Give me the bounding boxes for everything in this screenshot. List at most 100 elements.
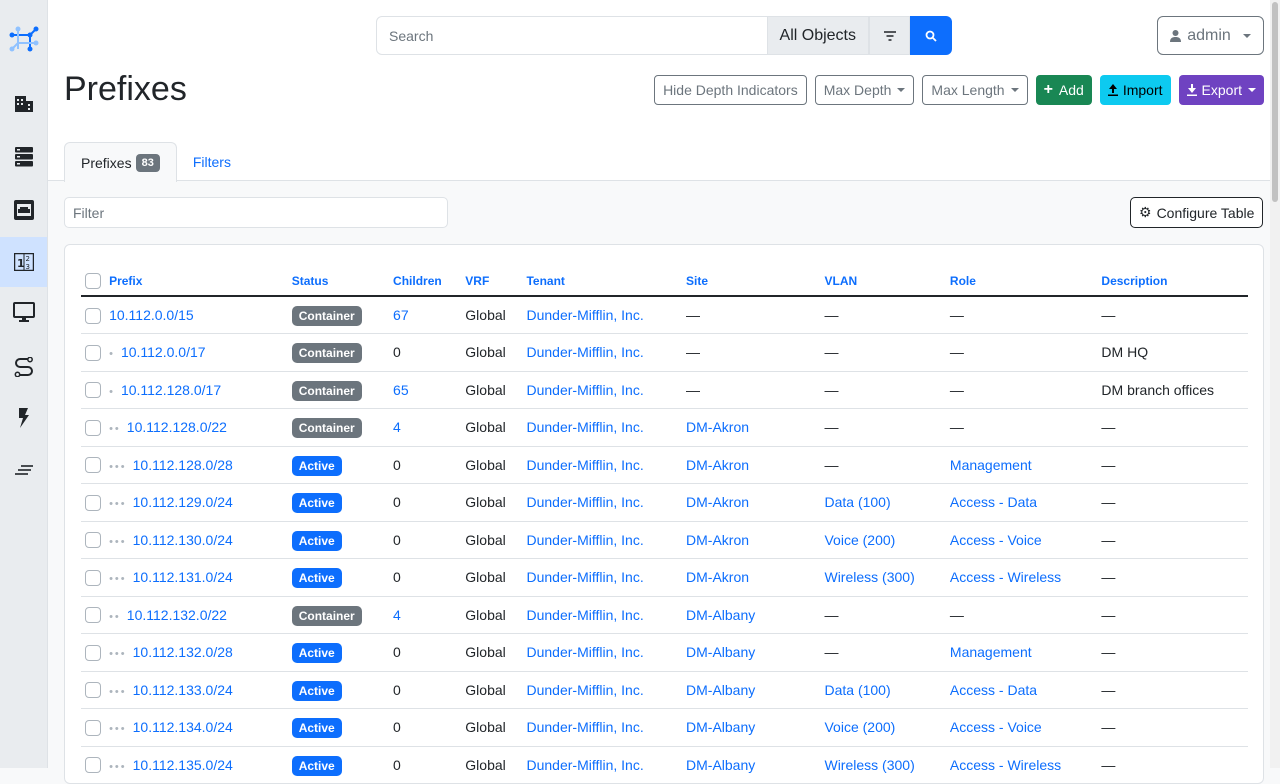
column-header-tenant[interactable]: Tenant bbox=[522, 267, 683, 297]
row-checkbox[interactable] bbox=[85, 757, 101, 774]
power-icon[interactable] bbox=[0, 393, 47, 443]
prefix-value[interactable]: 10.112.132.0/22 bbox=[126, 606, 227, 623]
children-value[interactable]: 4 bbox=[393, 606, 401, 623]
tenant-value[interactable]: Dunder-Mifflin, Inc. bbox=[526, 606, 644, 623]
scrollbar[interactable] bbox=[1270, 0, 1280, 768]
import-button[interactable]: Import bbox=[1099, 75, 1171, 105]
prefix-value[interactable]: 10.112.131.0/24 bbox=[132, 569, 233, 586]
column-header-children[interactable]: Children bbox=[389, 267, 462, 297]
children-value[interactable]: 67 bbox=[393, 307, 409, 323]
site-value[interactable]: DM-Albany bbox=[686, 756, 756, 773]
circuits-icon[interactable] bbox=[0, 342, 47, 392]
configure-table-button[interactable]: ⚙ Configure Table bbox=[1130, 197, 1264, 228]
row-checkbox[interactable] bbox=[85, 719, 101, 736]
site-value[interactable]: DM-Albany bbox=[686, 606, 756, 623]
devices-icon[interactable] bbox=[0, 185, 47, 235]
hide-depth-button[interactable]: Hide Depth Indicators bbox=[654, 75, 807, 105]
prefix-value[interactable]: 10.112.134.0/24 bbox=[132, 719, 233, 736]
tab-filters[interactable]: Filters bbox=[177, 142, 247, 181]
max-length-dropdown[interactable]: Max Length bbox=[922, 75, 1028, 105]
site-value[interactable]: DM-Akron bbox=[686, 494, 750, 511]
vlan-value[interactable]: Voice (200) bbox=[824, 719, 896, 736]
tenant-value[interactable]: Dunder-Mifflin, Inc. bbox=[526, 307, 644, 323]
search-filter-button[interactable] bbox=[869, 16, 910, 55]
role-value[interactable]: Access - Data bbox=[949, 681, 1038, 698]
select-all-checkbox[interactable] bbox=[85, 273, 101, 289]
prefix-value[interactable]: 10.112.129.0/24 bbox=[132, 494, 233, 511]
site-value[interactable]: DM-Albany bbox=[686, 644, 756, 661]
search-input[interactable] bbox=[376, 16, 768, 55]
role-value[interactable]: Management bbox=[949, 456, 1032, 473]
children-value[interactable]: 65 bbox=[393, 381, 409, 398]
row-checkbox[interactable] bbox=[85, 682, 101, 699]
other-icon[interactable] bbox=[0, 445, 47, 495]
object-type-select[interactable]: All Objects bbox=[767, 16, 869, 55]
tenant-value[interactable]: Dunder-Mifflin, Inc. bbox=[526, 756, 644, 773]
tenant-value[interactable]: Dunder-Mifflin, Inc. bbox=[526, 681, 644, 698]
tenant-value[interactable]: Dunder-Mifflin, Inc. bbox=[526, 494, 644, 511]
tenant-value[interactable]: Dunder-Mifflin, Inc. bbox=[526, 531, 644, 548]
vlan-value[interactable]: Wireless (300) bbox=[824, 569, 915, 586]
racks-icon[interactable] bbox=[0, 132, 47, 182]
vlan-value[interactable]: Voice (200) bbox=[824, 531, 896, 548]
tab-prefixes[interactable]: Prefixes 83 bbox=[64, 142, 177, 182]
export-dropdown[interactable]: Export bbox=[1178, 75, 1264, 105]
row-checkbox[interactable] bbox=[85, 344, 101, 361]
add-button[interactable]: + Add bbox=[1035, 75, 1092, 105]
role-value[interactable]: Access - Wireless bbox=[949, 756, 1062, 773]
tenant-value[interactable]: Dunder-Mifflin, Inc. bbox=[526, 456, 644, 473]
children-value[interactable]: 4 bbox=[393, 419, 401, 436]
column-header-vlan[interactable]: VLAN bbox=[820, 267, 946, 297]
column-header-role[interactable]: Role bbox=[945, 267, 1098, 297]
site-value[interactable]: DM-Akron bbox=[686, 531, 750, 548]
row-checkbox[interactable] bbox=[85, 494, 101, 511]
prefix-value[interactable]: 10.112.128.0/28 bbox=[132, 456, 233, 473]
site-value[interactable]: DM-Akron bbox=[686, 456, 750, 473]
prefix-value[interactable]: 10.112.0.0/17 bbox=[120, 344, 206, 361]
row-checkbox[interactable] bbox=[85, 382, 101, 399]
site-value[interactable]: DM-Akron bbox=[686, 569, 750, 586]
tenant-value[interactable]: Dunder-Mifflin, Inc. bbox=[526, 381, 644, 398]
column-header-description[interactable]: Description bbox=[1097, 267, 1248, 297]
column-header-status[interactable]: Status bbox=[287, 267, 390, 297]
tenant-value[interactable]: Dunder-Mifflin, Inc. bbox=[526, 344, 644, 361]
virtualization-icon[interactable] bbox=[0, 287, 47, 337]
row-checkbox[interactable] bbox=[85, 457, 101, 474]
user-menu-button[interactable]: admin bbox=[1157, 16, 1264, 55]
vlan-value[interactable]: Wireless (300) bbox=[824, 756, 915, 773]
row-checkbox[interactable] bbox=[85, 569, 101, 586]
site-value[interactable]: DM-Albany bbox=[686, 681, 756, 698]
prefix-value[interactable]: 10.112.128.0/22 bbox=[126, 419, 227, 436]
row-checkbox[interactable] bbox=[85, 644, 101, 661]
tenant-value[interactable]: Dunder-Mifflin, Inc. bbox=[526, 644, 644, 661]
tenant-value[interactable]: Dunder-Mifflin, Inc. bbox=[526, 419, 644, 436]
role-value[interactable]: Access - Data bbox=[949, 494, 1038, 511]
column-header-vrf[interactable]: VRF bbox=[461, 267, 523, 297]
role-value[interactable]: Management bbox=[949, 644, 1032, 661]
role-value[interactable]: Access - Wireless bbox=[949, 569, 1062, 586]
search-button[interactable] bbox=[910, 16, 952, 55]
netbox-logo-icon[interactable] bbox=[0, 15, 47, 65]
row-checkbox[interactable] bbox=[85, 532, 101, 549]
column-header-prefix[interactable]: Prefix bbox=[105, 267, 288, 297]
prefix-value[interactable]: 10.112.128.0/17 bbox=[120, 381, 222, 398]
prefix-value[interactable]: 10.112.133.0/24 bbox=[132, 681, 233, 698]
tenant-value[interactable]: Dunder-Mifflin, Inc. bbox=[526, 569, 644, 586]
scrollbar-thumb[interactable] bbox=[1272, 2, 1278, 202]
prefix-value[interactable]: 10.112.130.0/24 bbox=[132, 531, 233, 548]
vlan-value[interactable]: Data (100) bbox=[824, 494, 891, 511]
role-value[interactable]: Access - Voice bbox=[949, 719, 1042, 736]
prefix-value[interactable]: 10.112.135.0/24 bbox=[132, 756, 233, 773]
max-depth-dropdown[interactable]: Max Depth bbox=[814, 75, 915, 105]
site-value[interactable]: DM-Akron bbox=[686, 419, 750, 436]
site-value[interactable]: DM-Albany bbox=[686, 719, 756, 736]
row-checkbox[interactable] bbox=[85, 607, 101, 624]
row-checkbox[interactable] bbox=[85, 307, 101, 324]
column-header-site[interactable]: Site bbox=[682, 267, 821, 297]
organization-icon[interactable] bbox=[0, 79, 47, 129]
quick-filter-input[interactable] bbox=[64, 197, 448, 228]
vlan-value[interactable]: Data (100) bbox=[824, 681, 891, 698]
role-value[interactable]: Access - Voice bbox=[949, 531, 1042, 548]
prefix-value[interactable]: 10.112.132.0/28 bbox=[132, 644, 233, 661]
